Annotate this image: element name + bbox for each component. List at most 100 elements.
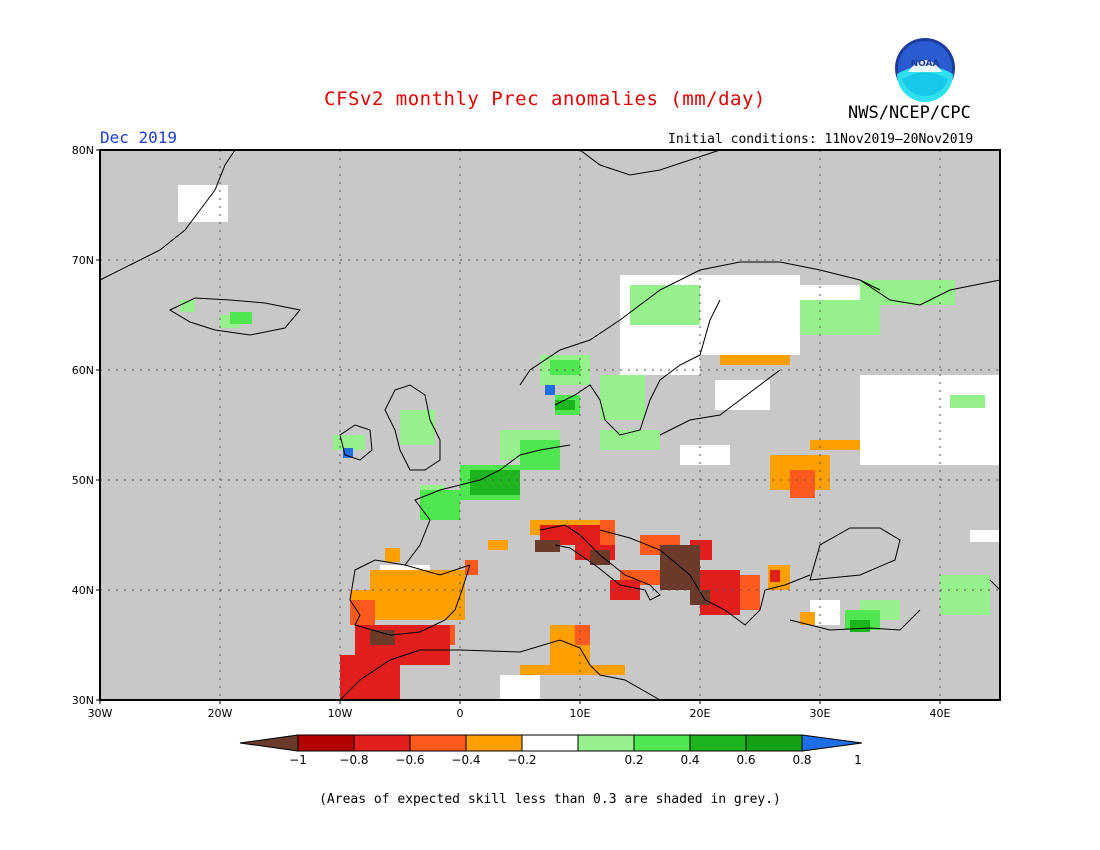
anomaly-cell (343, 448, 353, 458)
coastline (168, 297, 301, 336)
lat-label: 80N (72, 144, 94, 157)
lon-label: 20E (690, 707, 711, 720)
colorbar-tick-label: 0.4 (680, 753, 699, 767)
coastline (554, 299, 721, 436)
anomaly-cell (600, 375, 645, 420)
lon-label: 40E (930, 707, 951, 720)
lon-label: 0 (457, 707, 464, 720)
colorbar-tick-label: −1 (289, 753, 307, 767)
noaa-logo: NOAA (895, 38, 955, 102)
anomaly-cell (340, 655, 400, 700)
coastline (519, 261, 881, 386)
anomaly-cell (680, 445, 730, 465)
anomaly-cell (715, 380, 770, 410)
anomaly-cell (385, 548, 400, 562)
lon-label: 20W (208, 707, 233, 720)
coastlines (99, 149, 1001, 701)
anomaly-cell (535, 540, 560, 552)
anomaly-cell (465, 560, 478, 575)
colorbar-tick-label: −0.4 (451, 753, 480, 767)
map-title: CFSv2 monthly Prec anomalies (mm/day) (324, 88, 766, 110)
initial-conditions: Initial conditions: 11Nov2019–20Nov2019 (668, 132, 974, 147)
colorbar-bin (465, 734, 523, 752)
anomaly-cell (555, 400, 575, 410)
coastline (809, 527, 901, 581)
colorbar-tick-label: 0.8 (792, 753, 811, 767)
anomaly-cell (575, 625, 590, 645)
anomaly-cell (660, 545, 700, 590)
lon-label: 10W (328, 707, 353, 720)
agency-label: NWS/NCEP/CPC (848, 103, 971, 123)
anomaly-cell (520, 440, 560, 470)
coastline (989, 579, 1001, 591)
lat-label: 30N (72, 694, 94, 707)
colorbar-bin (353, 734, 411, 752)
coastline (579, 149, 721, 176)
anomaly-cell (770, 570, 780, 582)
graticule (100, 150, 1000, 700)
anomaly-cell (850, 620, 870, 632)
colorbar-bin (409, 734, 467, 752)
logo-text: NOAA (911, 59, 940, 69)
forecast-month: Dec 2019 (100, 128, 178, 147)
lon-label: 30E (810, 707, 831, 720)
anomaly-cell (420, 490, 460, 520)
coastline (599, 529, 811, 626)
lat-label: 70N (72, 254, 94, 267)
coastline (349, 559, 471, 636)
colorbar-tick-label: −0.6 (395, 753, 424, 767)
colorbar-bin (521, 734, 579, 752)
coastline (659, 369, 781, 436)
lon-label: 30W (88, 707, 113, 720)
anomaly-cell (610, 580, 640, 600)
footnote: (Areas of expected skill less than 0.3 a… (319, 792, 781, 807)
colorbar-tick-label: −0.2 (507, 753, 536, 767)
anomaly-cell (950, 395, 985, 408)
colorbar-tick-label: −0.8 (339, 753, 368, 767)
anomaly-cell (488, 540, 508, 550)
anomaly-cell (860, 375, 1000, 465)
anomaly-cell (550, 360, 580, 375)
anomaly-cell (333, 435, 365, 450)
anomaly-cell (545, 385, 555, 395)
anomaly-cell (350, 600, 375, 625)
anomaly-cell (500, 675, 540, 700)
coastline (789, 609, 921, 631)
anomaly-cell (520, 665, 625, 675)
anomaly-cell (790, 470, 815, 498)
map-background (100, 150, 1000, 700)
colorbar-tick-label: 1 (854, 753, 862, 767)
anomaly-cell (800, 300, 880, 335)
colorbar-tick-label: 0.6 (736, 753, 755, 767)
map-frame (99, 149, 1001, 701)
anomaly-cell (630, 285, 700, 325)
colorbar-bin (577, 734, 635, 752)
colorbar-bin (745, 734, 803, 752)
colorbar-tick-label: 0.2 (624, 753, 643, 767)
anomaly-cell (970, 530, 1000, 542)
coastline (859, 279, 1001, 306)
anomaly-cell (400, 410, 435, 445)
lat-label: 40N (72, 584, 94, 597)
colorbar-bin (297, 734, 355, 752)
colorbar-bin (689, 734, 747, 752)
anomaly-cell (370, 570, 465, 620)
anomaly-cell (690, 590, 710, 605)
coastline (99, 149, 236, 281)
lon-label: 10E (570, 707, 591, 720)
anomaly-cell (600, 520, 615, 548)
anomaly-cell (700, 275, 800, 355)
anomaly-cell (230, 312, 252, 324)
anomaly-cell (800, 612, 815, 625)
coastline (404, 444, 571, 566)
colorbar-low-arrow (239, 734, 299, 752)
anomaly-cell (590, 550, 610, 565)
coastline (384, 384, 441, 471)
coastline (339, 639, 661, 701)
anomaly-cell (470, 470, 520, 495)
anomaly-cell (720, 355, 790, 365)
lat-label: 50N (72, 474, 94, 487)
anomaly-cell (600, 430, 660, 450)
colorbar (239, 734, 863, 752)
